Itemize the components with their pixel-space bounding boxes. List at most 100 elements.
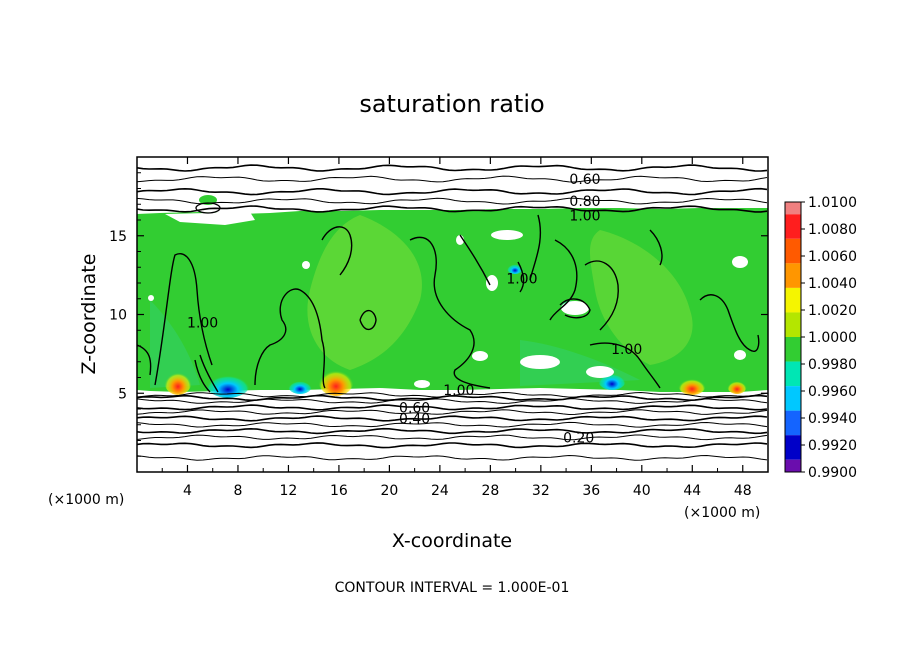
contour-line <box>517 261 525 293</box>
contour-line <box>137 409 768 416</box>
contour-line <box>137 164 768 172</box>
colorbar-label: 1.0040 <box>808 276 857 292</box>
colorbar-label: 1.0000 <box>808 330 857 346</box>
unit-saturation-contours <box>137 214 760 393</box>
contour-label: 0.60 <box>569 172 600 188</box>
contour-line <box>589 342 661 389</box>
colorbar-label: 1.0060 <box>808 249 857 265</box>
supersaturation-spot <box>318 364 354 396</box>
contour-line <box>137 197 768 205</box>
unsaturated-hole <box>165 212 255 225</box>
contour-line <box>137 404 768 411</box>
x-axis-ticks: 4 8 12 16 20 24 28 32 36 40 44 48 <box>161 157 752 499</box>
contour-line <box>584 260 619 331</box>
contour-line <box>137 427 768 435</box>
contour-line <box>699 294 760 352</box>
contour-label: 0.60 <box>399 400 430 416</box>
contour-label: 1.00 <box>611 342 642 358</box>
colorbar-label: 1.0080 <box>808 222 857 238</box>
z-tick-label: 10 <box>109 308 127 324</box>
x-tick-label: 28 <box>481 483 499 499</box>
contour-line <box>137 442 768 449</box>
colorbar-label: 0.9900 <box>808 465 857 481</box>
x-tick-label: 20 <box>380 483 398 499</box>
contour-line <box>529 214 542 281</box>
supersaturation-spot <box>727 378 747 394</box>
supersaturation-spot <box>164 367 192 395</box>
unsaturated-hole <box>486 275 498 291</box>
x-tick-label: 16 <box>330 483 348 499</box>
contour-line <box>254 288 326 389</box>
z-axis-ticks: 5 10 15 <box>109 172 768 457</box>
unsaturated-hole <box>472 351 488 361</box>
plot-area <box>137 157 768 472</box>
colorbar-swatch <box>785 263 801 288</box>
chart-title: saturation ratio <box>359 90 544 118</box>
colorbar-swatch <box>785 435 801 460</box>
x-axis-label: X-coordinate <box>392 530 512 552</box>
z-tick-label: 15 <box>109 229 127 245</box>
unsaturated-hole <box>586 366 614 378</box>
colorbar-swatch <box>785 214 801 239</box>
colorbar-swatch <box>785 202 801 215</box>
contour-line <box>137 205 768 213</box>
colorbar-label: 0.9980 <box>808 357 857 373</box>
colorbar-label: 0.9940 <box>808 411 857 427</box>
z-axis-label: Z-coordinate <box>78 254 100 375</box>
contour-label: 0.80 <box>569 194 600 210</box>
unsaturated-hole <box>148 295 154 301</box>
z-axis-unit: (×1000 m) <box>48 492 124 508</box>
contour-line <box>137 175 768 183</box>
colorbar-label: 1.0020 <box>808 303 857 319</box>
colorbar: 1.0100 1.0080 1.0060 1.0040 1.0020 1.0000 0.99… <box>784 195 857 481</box>
colorbar-swatch <box>785 287 801 313</box>
contour-line <box>137 421 768 428</box>
contour-line <box>459 234 491 286</box>
contour-label: 1.00 <box>506 271 537 287</box>
horizontal-contours <box>137 164 768 461</box>
contour-line <box>194 359 211 393</box>
unsaturated-hole <box>734 350 746 360</box>
unsaturated-hole <box>520 355 560 369</box>
colorbar-swatch <box>785 238 801 264</box>
colorbar-swatch <box>785 337 801 362</box>
contour-line <box>649 229 663 266</box>
x-tick-label: 32 <box>532 483 550 499</box>
contour-line <box>549 239 578 321</box>
contour-label: 0.20 <box>563 430 594 446</box>
contour-line <box>359 309 377 331</box>
colorbar-label: 0.9960 <box>808 384 857 400</box>
x-tick-label: 24 <box>431 483 449 499</box>
x-tick-label: 8 <box>233 483 242 499</box>
unsaturated-hole <box>491 230 523 240</box>
slightly-supersaturated-patch <box>307 215 422 370</box>
contour-line <box>137 454 768 461</box>
contour-line <box>137 415 768 422</box>
contour-labels: 0.600.801.001.000.600.400.201.001.001.00 <box>187 172 642 446</box>
x-tick-label: 44 <box>683 483 701 499</box>
colorbar-swatch <box>785 312 801 337</box>
contour-label: 1.00 <box>187 315 218 331</box>
subsaturation-spot <box>288 378 312 394</box>
supersaturation-spot <box>678 375 706 395</box>
colorbar-swatch <box>785 361 801 387</box>
contour-line <box>154 253 213 386</box>
colorbar-swatch <box>785 386 801 411</box>
contour-line <box>559 298 591 319</box>
contour-line <box>137 187 768 196</box>
contour-label: 0.40 <box>399 411 430 427</box>
contour-island <box>195 202 221 214</box>
colorbar-swatch <box>785 459 801 472</box>
contour-label: 1.00 <box>443 383 474 399</box>
x-tick-label: 4 <box>183 483 192 499</box>
contour-line <box>137 434 768 441</box>
near-saturated-patch <box>150 300 200 388</box>
contour-line <box>137 398 768 404</box>
x-tick-label: 36 <box>582 483 600 499</box>
contour-label: 1.00 <box>569 208 600 224</box>
colorbar-label: 1.0100 <box>808 195 857 211</box>
colorbar-label: 0.9920 <box>808 438 857 454</box>
x-axis-unit: (×1000 m) <box>684 505 760 521</box>
x-tick-label: 48 <box>734 483 752 499</box>
